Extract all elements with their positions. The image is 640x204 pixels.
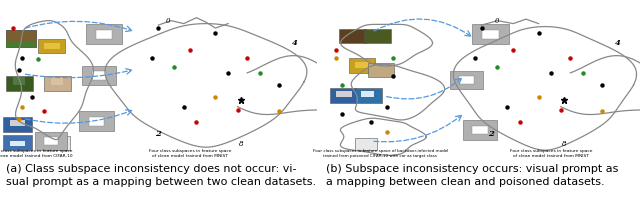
FancyBboxPatch shape xyxy=(86,24,122,44)
Bar xyxy=(339,29,366,43)
FancyBboxPatch shape xyxy=(44,137,58,145)
Text: 4: 4 xyxy=(292,39,298,47)
Bar xyxy=(6,30,36,48)
Bar xyxy=(355,88,382,103)
Text: (a) Class subspace inconsistency does not occur: vi-
sual prompt as a mapping be: (a) Class subspace inconsistency does no… xyxy=(6,164,317,187)
Bar xyxy=(6,30,36,48)
Bar xyxy=(336,91,352,96)
Bar xyxy=(6,76,33,91)
Text: Four class subspaces in feature space
of clean model trained from CIFAR-10: Four class subspaces in feature space of… xyxy=(0,149,73,158)
Bar xyxy=(13,77,26,85)
Bar xyxy=(47,136,70,150)
Bar xyxy=(6,41,36,48)
Text: 8: 8 xyxy=(562,140,566,148)
Bar xyxy=(38,39,65,53)
FancyBboxPatch shape xyxy=(472,126,488,134)
Text: Four class subspaces in feature space
of clean model trained from MNIST: Four class subspaces in feature space of… xyxy=(149,149,231,158)
Text: 4: 4 xyxy=(615,39,621,47)
Bar xyxy=(367,63,394,77)
Text: (b) Subspace inconsistency occurs: visual prompt as
a mapping between clean and : (b) Subspace inconsistency occurs: visua… xyxy=(326,164,619,187)
FancyBboxPatch shape xyxy=(89,117,104,125)
Bar xyxy=(44,43,60,49)
Bar xyxy=(3,135,32,150)
FancyBboxPatch shape xyxy=(463,120,497,140)
Bar xyxy=(355,137,377,150)
FancyBboxPatch shape xyxy=(472,24,509,44)
Text: 0: 0 xyxy=(166,17,170,25)
Bar xyxy=(10,141,26,146)
Bar xyxy=(3,118,32,132)
Text: Four class subspaces in feature space of backdoor-infected model
trained from po: Four class subspaces in feature space of… xyxy=(312,149,448,158)
Text: 2: 2 xyxy=(488,130,494,138)
Bar xyxy=(355,62,371,68)
FancyBboxPatch shape xyxy=(95,30,112,39)
FancyBboxPatch shape xyxy=(482,30,499,39)
Text: Four class subspaces in feature space
of clean model trained from MNIST: Four class subspaces in feature space of… xyxy=(510,149,593,158)
Text: 8: 8 xyxy=(239,140,243,148)
FancyBboxPatch shape xyxy=(92,71,106,80)
Bar xyxy=(330,88,356,103)
Bar xyxy=(44,76,71,91)
Text: 2: 2 xyxy=(156,130,161,138)
FancyBboxPatch shape xyxy=(79,111,114,131)
FancyBboxPatch shape xyxy=(459,76,474,84)
Text: 0: 0 xyxy=(495,17,500,25)
Bar xyxy=(51,77,63,85)
FancyBboxPatch shape xyxy=(83,66,116,85)
Bar xyxy=(10,120,26,126)
Bar xyxy=(349,58,376,73)
FancyBboxPatch shape xyxy=(35,132,67,150)
Bar xyxy=(364,29,391,43)
Bar xyxy=(361,91,374,96)
FancyBboxPatch shape xyxy=(450,71,483,89)
